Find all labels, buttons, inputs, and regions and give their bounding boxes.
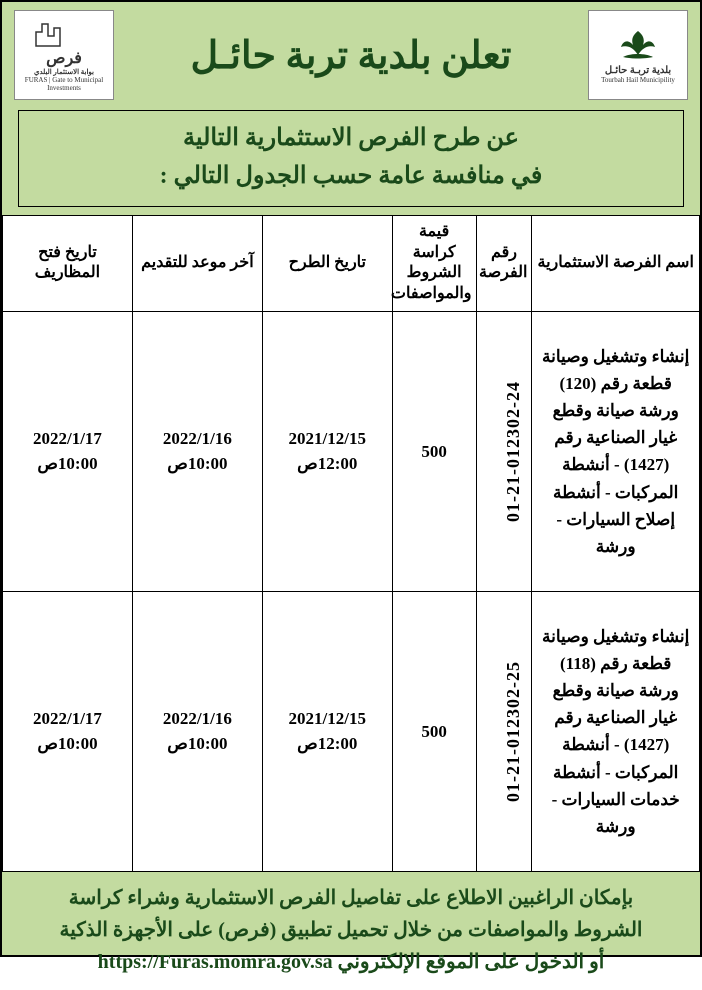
municipality-name-ar: بلدية تربـة حائـل [605,65,671,76]
subtitle-line-2: في منافسة عامة حسب الجدول التالي : [29,157,673,195]
col-offer-date: تاريخ الطرح [262,215,392,311]
footer: بإمكان الراغبين الاطلاع على تفاصيل الفرص… [2,872,700,990]
table-row: إنشاء وتشغيل وصيانة قطعة رقم (118) ورشة … [3,591,700,871]
cell-offer-date: 2021/12/15 12:00ص [262,591,392,871]
col-opportunity-name: اسم الفرصة الاستثمارية [532,215,700,311]
cell-open-date: 2022/1/17 10:00ص [3,311,133,591]
opportunities-table: اسم الفرصة الاستثمارية رقم الفرصة قيمة ك… [2,215,700,872]
subtitle-line-1: عن طرح الفرص الاستثمارية التالية [29,119,673,157]
header: بلدية تربـة حائـل Tourbah Hail Municipil… [2,2,700,104]
subtitle-box: عن طرح الفرص الاستثمارية التالية في مناف… [18,110,684,207]
cell-name: إنشاء وتشغيل وصيانة قطعة رقم (118) ورشة … [532,591,700,871]
opportunities-table-wrap: اسم الفرصة الاستثمارية رقم الفرصة قيمة ك… [2,215,700,872]
announcement-page: بلدية تربـة حائـل Tourbah Hail Municipil… [0,0,702,957]
cell-submit-date: 2022/1/16 10:00ص [132,311,262,591]
cell-number: 01-21-012302-24 [476,311,532,591]
cell-number: 01-21-012302-25 [476,591,532,871]
footer-line-3: أو الدخول على الموقع الإلكتروني https://… [16,946,686,978]
footer-line-2: الشروط والمواصفات من خلال تحميل تطبيق (ف… [16,914,686,946]
municipality-logo: بلدية تربـة حائـل Tourbah Hail Municipil… [588,10,688,100]
cell-offer-date: 2021/12/15 12:00ص [262,311,392,591]
col-booklet-price: قيمة كراسة الشروط والمواصفات [392,215,476,311]
cell-price: 500 [392,311,476,591]
cell-price: 500 [392,591,476,871]
col-open-date: تاريخ فتح المظاريف [3,215,133,311]
furas-skyline-icon [34,18,94,48]
main-title: تعلن بلدية تربة حائـل [114,33,588,78]
table-header-row: اسم الفرصة الاستثمارية رقم الفرصة قيمة ك… [3,215,700,311]
furas-name-en: FURAS | Gate to Municipal Investments [19,76,109,92]
footer-line-1: بإمكان الراغبين الاطلاع على تفاصيل الفرص… [16,882,686,914]
furas-logo: فرص بوابة الاستثمار البلدي FURAS | Gate … [14,10,114,100]
col-opportunity-number: رقم الفرصة [476,215,532,311]
cell-open-date: 2022/1/17 10:00ص [3,591,133,871]
table-row: إنشاء وتشغيل وصيانة قطعة رقم (120) ورشة … [3,311,700,591]
palm-emblem-icon [613,27,663,63]
municipality-name-en: Tourbah Hail Municipility [601,76,675,84]
cell-submit-date: 2022/1/16 10:00ص [132,591,262,871]
footer-url: https://Furas.momra.gov.sa [98,951,333,973]
furas-name-ar: فرص [46,48,82,68]
col-submit-deadline: آخر موعد للتقديم [132,215,262,311]
cell-name: إنشاء وتشغيل وصيانة قطعة رقم (120) ورشة … [532,311,700,591]
furas-sub-ar: بوابة الاستثمار البلدي [34,68,94,76]
